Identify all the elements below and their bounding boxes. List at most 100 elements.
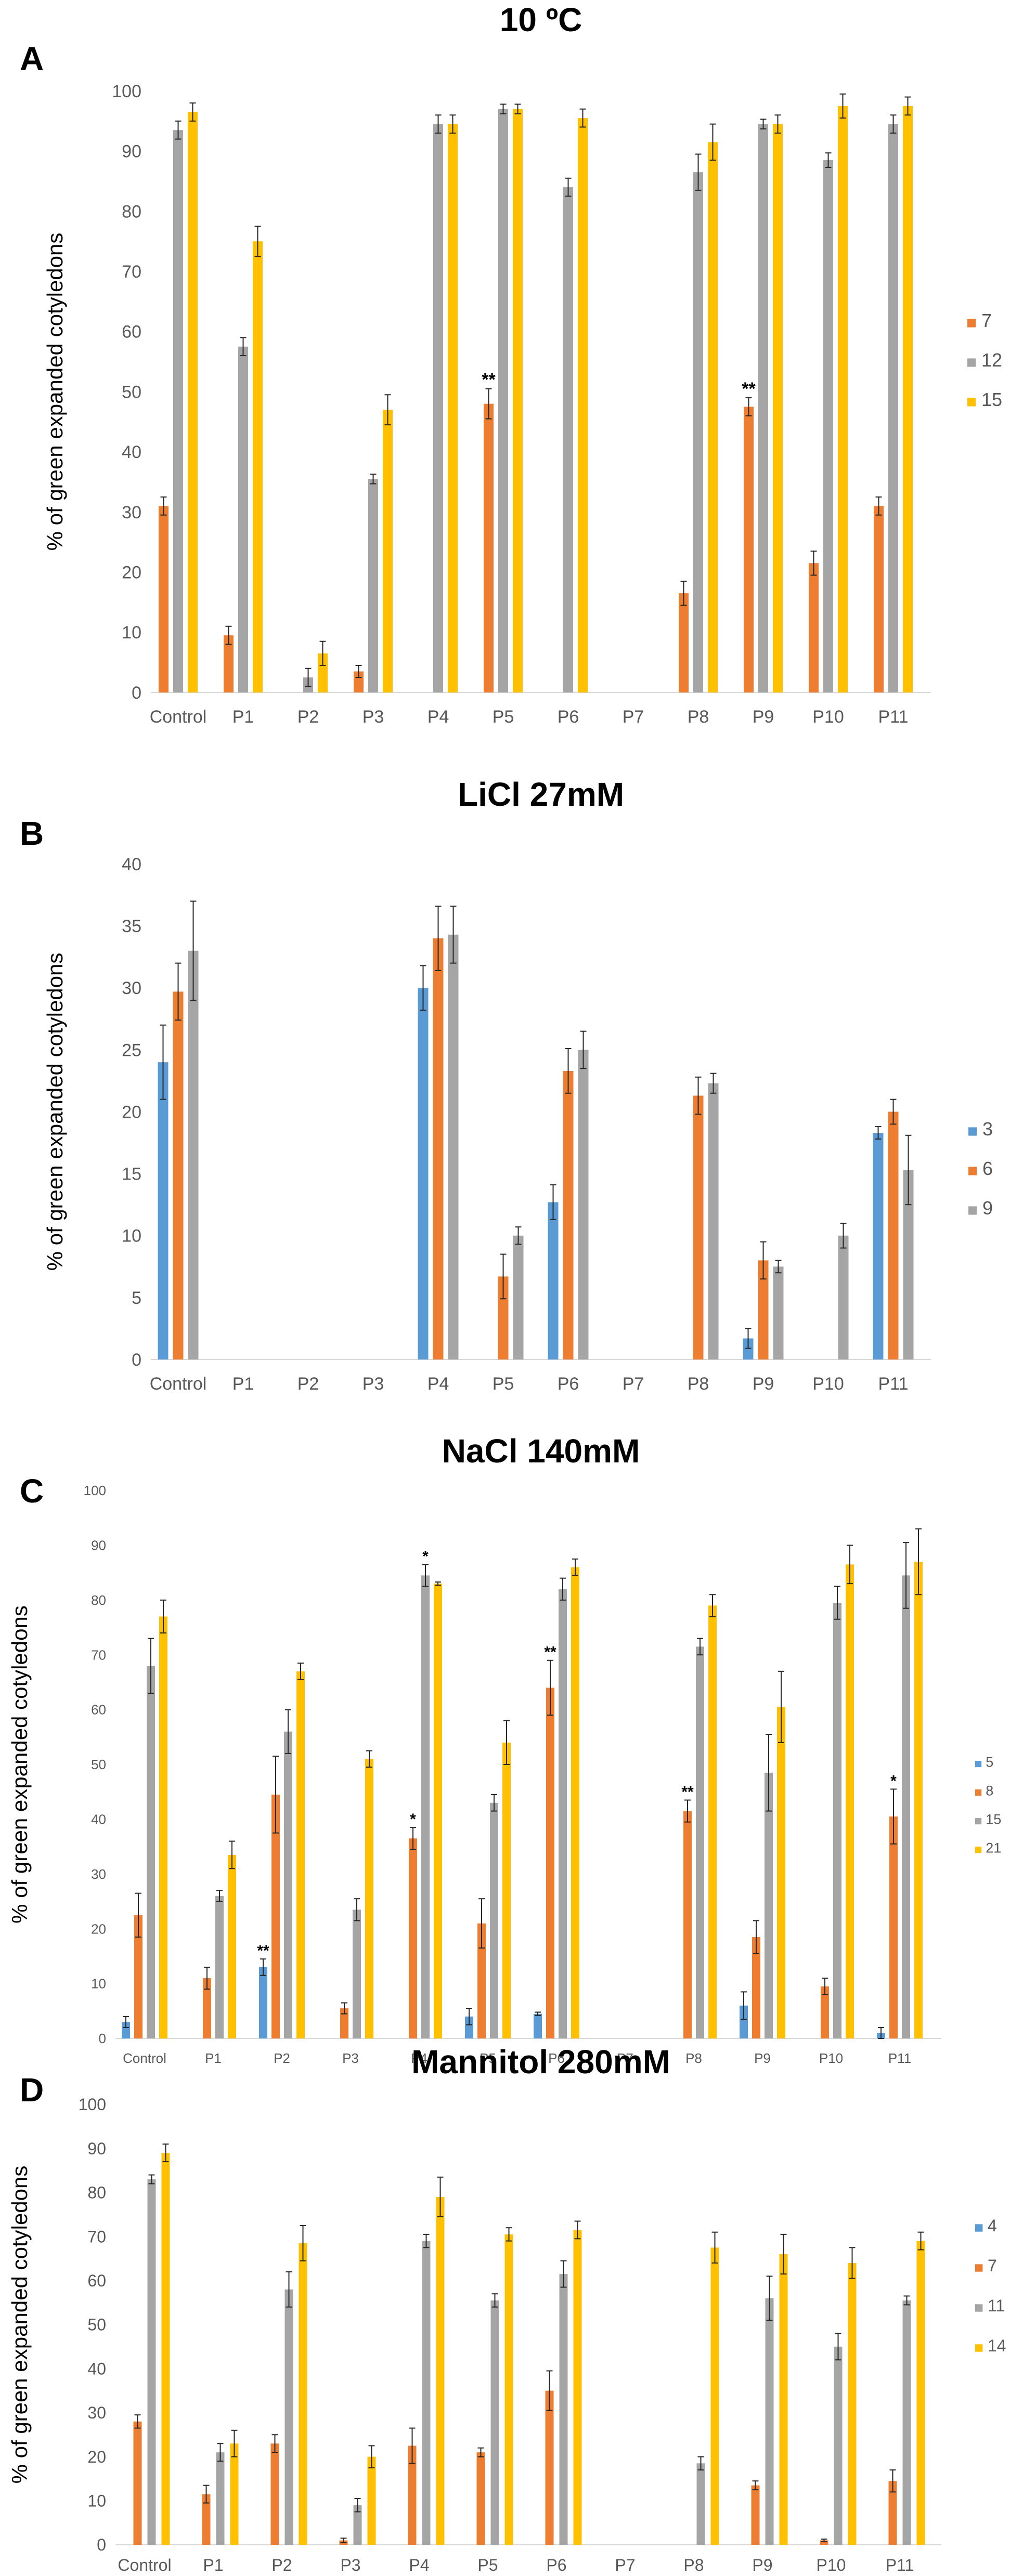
- x-tick-label: P6: [548, 2050, 565, 2066]
- bar: [408, 2446, 417, 2545]
- y-tick-label: 50: [87, 2316, 106, 2334]
- x-tick-label: P1: [232, 707, 254, 727]
- bar: [134, 1915, 143, 2038]
- x-tick-label: P5: [493, 1374, 514, 1394]
- bar: [490, 1802, 498, 2038]
- panel-a: A 10 ºC % of green expanded cotyledons 0 10 2…: [20, 1, 1002, 727]
- legend-swatch: [967, 398, 976, 407]
- x-tick-label: P7: [615, 2556, 635, 2574]
- bar: [476, 2452, 485, 2545]
- panel-letter: C: [20, 1472, 44, 1510]
- bar: [710, 2247, 719, 2545]
- y-tick-label: 80: [91, 1592, 106, 1608]
- legend-swatch: [975, 2304, 983, 2312]
- bar: [159, 1616, 167, 2038]
- bar: [296, 1671, 305, 2038]
- y-tick-label: 10: [87, 2492, 106, 2510]
- bar: [433, 938, 444, 1359]
- bar: [888, 2481, 897, 2545]
- bar: [436, 2196, 445, 2545]
- x-tick-label: P1: [203, 2556, 223, 2574]
- legend-swatch: [967, 319, 976, 328]
- bar: [409, 1838, 417, 2038]
- significance-marker: *: [890, 1772, 897, 1789]
- panel-letter: D: [20, 2071, 44, 2109]
- x-tick-label: P4: [428, 707, 449, 727]
- bar: [448, 934, 459, 1359]
- y-tick-label: 30: [87, 2403, 106, 2422]
- x-tick-label: P8: [683, 2556, 704, 2574]
- x-tick-label: Control: [123, 2050, 166, 2066]
- y-tick-label: 5: [132, 1288, 141, 1308]
- legend-swatch: [975, 2224, 983, 2232]
- bar: [484, 403, 494, 692]
- legend-swatch: [975, 1761, 982, 1768]
- x-tick-label: P3: [340, 2556, 360, 2574]
- legend-label: 11: [988, 2296, 1005, 2315]
- bar: [848, 2263, 857, 2545]
- y-tick-label: 40: [87, 2359, 106, 2378]
- bar: [914, 1562, 923, 2038]
- bar: [834, 2346, 843, 2545]
- legend-label: 12: [981, 349, 1002, 371]
- y-tick-label: 15: [122, 1165, 141, 1184]
- bar: [820, 2540, 828, 2545]
- bar: [838, 106, 848, 692]
- chart-title: Mannitol 280mM: [411, 2043, 670, 2081]
- y-tick-label: 20: [122, 563, 141, 583]
- legend-label: 4: [988, 2216, 997, 2235]
- x-tick-label: P7: [623, 1374, 644, 1394]
- bar: [216, 2452, 225, 2545]
- bar: [284, 1731, 292, 2038]
- bar: [696, 1646, 704, 2038]
- bar: [534, 2013, 542, 2038]
- x-tick-label: P1: [232, 1374, 254, 1394]
- bar: [888, 1112, 899, 1359]
- bar: [708, 1083, 719, 1359]
- bar: [846, 1564, 854, 2038]
- legend-swatch: [968, 1127, 977, 1136]
- x-tick-label: P6: [546, 2556, 566, 2574]
- x-tick-label: P6: [558, 707, 579, 727]
- bar: [773, 124, 783, 692]
- x-tick-label: P11: [878, 1374, 909, 1394]
- bar: [224, 635, 234, 692]
- significance-marker: *: [422, 1548, 429, 1565]
- bar: [270, 2443, 279, 2545]
- bar: [434, 1584, 442, 2038]
- y-tick-label: 20: [91, 1921, 106, 1937]
- bar: [158, 1062, 169, 1359]
- bar: [903, 106, 913, 692]
- y-tick-label: 50: [91, 1757, 106, 1772]
- bar: [161, 2153, 170, 2545]
- bar: [173, 991, 184, 1359]
- x-tick-label: P3: [362, 707, 384, 727]
- legend-swatch: [967, 358, 976, 367]
- y-tick-label: 0: [99, 2031, 106, 2046]
- bar: [504, 2234, 513, 2545]
- bar: [708, 1605, 717, 2038]
- bar: [758, 124, 768, 692]
- legend-label: 9: [982, 1197, 993, 1219]
- x-tick-label: P8: [688, 707, 709, 727]
- significance-marker: **: [544, 1644, 556, 1661]
- bar: [765, 2298, 774, 2545]
- y-tick-label: 90: [91, 1538, 106, 1553]
- bar: [238, 346, 248, 692]
- bar: [188, 112, 198, 692]
- legend-swatch: [975, 2344, 983, 2352]
- bar: [448, 124, 458, 692]
- x-tick-label: P10: [817, 2556, 846, 2574]
- bar: [779, 2254, 788, 2545]
- x-tick-label: P4: [428, 1374, 449, 1394]
- x-tick-label: P11: [886, 2556, 914, 2574]
- bar: [744, 407, 754, 692]
- panel-letter: B: [20, 815, 44, 852]
- legend-label: 21: [986, 1840, 1001, 1856]
- bar: [578, 118, 588, 693]
- bar: [502, 1742, 511, 2038]
- bar: [559, 2274, 568, 2545]
- bar: [354, 671, 364, 692]
- bar: [743, 1338, 754, 1359]
